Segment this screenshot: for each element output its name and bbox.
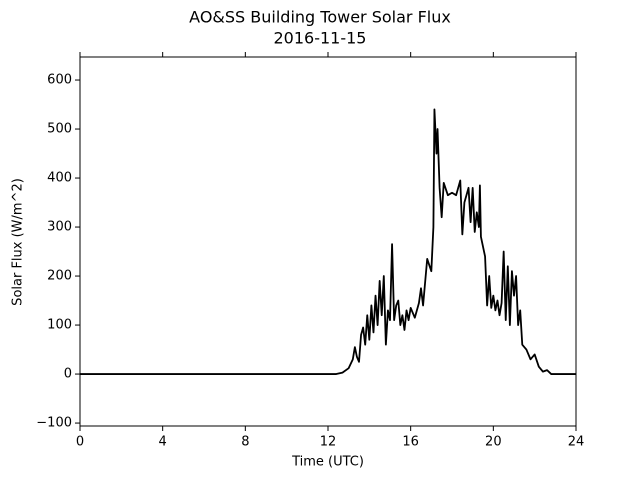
- x-tick-label: 12: [320, 435, 337, 450]
- x-tick-label: 20: [485, 435, 502, 450]
- x-tick-label: 0: [76, 435, 84, 450]
- x-tick-label: 4: [159, 435, 167, 450]
- y-axis-label: Solar Flux (W/m^2): [11, 178, 26, 306]
- y-tick-label: −100: [36, 416, 72, 431]
- y-tick-label: 600: [47, 73, 72, 88]
- y-tick-label: 0: [64, 367, 72, 382]
- chart-title: AO&SS Building Tower Solar Flux: [189, 8, 451, 27]
- y-tick-label: 500: [47, 122, 72, 137]
- data-line: [80, 108, 576, 375]
- x-tick-label: 16: [402, 435, 419, 450]
- x-axis-label: Time (UTC): [291, 455, 364, 470]
- plot-frame: [79, 56, 577, 427]
- x-tick-label: 24: [568, 435, 585, 450]
- x-tick-label: 8: [241, 435, 249, 450]
- y-tick-label: 300: [47, 220, 72, 235]
- y-tick-label: 100: [47, 318, 72, 333]
- y-tick-label: 200: [47, 269, 72, 284]
- y-tick-label: 400: [47, 171, 72, 186]
- chart-subtitle: 2016-11-15: [274, 29, 367, 48]
